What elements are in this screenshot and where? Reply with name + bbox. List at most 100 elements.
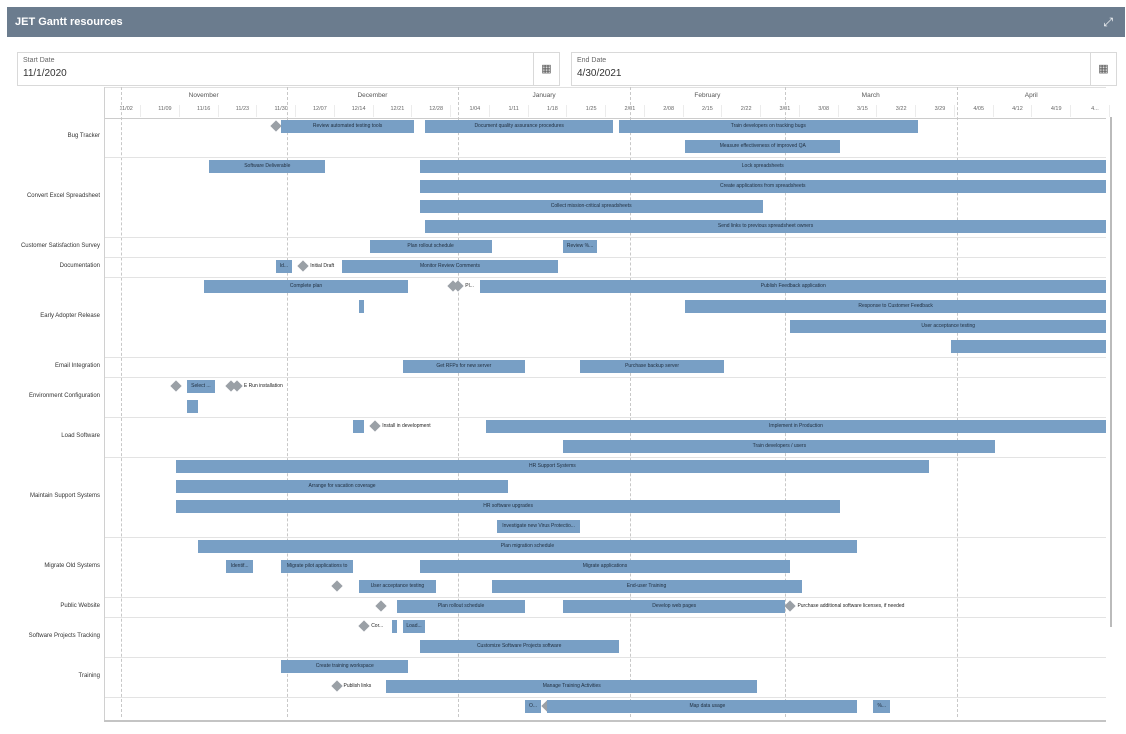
task-bar[interactable]: [353, 420, 365, 433]
week-gridline: [1070, 105, 1072, 117]
task-bar[interactable]: Develop web pages: [563, 600, 785, 613]
week-gridline: [915, 105, 917, 117]
task-bar[interactable]: [950, 340, 1106, 353]
task-bar[interactable]: Customize Software Projects software: [419, 640, 619, 653]
task-bar[interactable]: Manage Training Activities: [386, 680, 758, 693]
resource-label: Training: [78, 673, 100, 679]
week-label: 3/15: [857, 106, 868, 112]
task-bar[interactable]: Identif...: [225, 560, 254, 573]
gantt-chart: November December January February March Apri…: [0, 87, 1126, 727]
task-bar[interactable]: Response to Customer Feedback: [685, 300, 1106, 313]
month-label: January: [532, 92, 556, 99]
task-bar[interactable]: User acceptance testing: [790, 320, 1106, 333]
task-bar[interactable]: Publish Feedback application: [480, 280, 1106, 293]
week-label: 3/08: [818, 106, 830, 112]
task-bar[interactable]: Purchase backup server: [580, 360, 724, 373]
task-bar[interactable]: Review %...: [563, 240, 597, 253]
week-label: 1/04: [469, 106, 481, 112]
task-bar[interactable]: HR software upgrades: [175, 500, 841, 513]
milestone-marker[interactable]: [358, 620, 370, 632]
resource-label: Documentation: [59, 263, 100, 269]
month-gridline: [286, 87, 288, 717]
task-bar[interactable]: Complete plan: [203, 280, 409, 293]
resource-label: Environment Configuration: [28, 393, 100, 399]
task-bar[interactable]: Train developers on tracking bugs: [618, 120, 918, 133]
task-bar[interactable]: Id...: [275, 260, 293, 273]
task-bar[interactable]: [358, 300, 365, 313]
expand-icon[interactable]: ⤢: [1103, 15, 1113, 29]
milestone-marker[interactable]: [170, 380, 182, 392]
milestone-marker[interactable]: [784, 600, 797, 612]
task-bar[interactable]: Plan migration schedule: [198, 540, 857, 553]
week-label: 4/05: [973, 106, 985, 112]
week-gridline: [450, 105, 452, 117]
milestone-label: Pl...: [465, 283, 474, 289]
resource-label: Convert Excel Spreadsheet: [26, 193, 100, 199]
task-bar[interactable]: Lock spreadsheets: [419, 160, 1106, 173]
task-bar[interactable]: Implement in Production: [485, 420, 1106, 433]
row-separator: [104, 617, 1106, 618]
task-bar[interactable]: Plan rollout schedule: [397, 600, 525, 613]
milestone-marker[interactable]: [297, 260, 309, 272]
task-bar[interactable]: [187, 400, 199, 413]
task-bar[interactable]: Migrate pilot applications to: [281, 560, 354, 573]
task-bar[interactable]: Arrange for vacation coverage: [175, 480, 509, 493]
start-date-value[interactable]: 11/1/2020: [23, 68, 67, 79]
milestone-marker[interactable]: [269, 120, 282, 132]
task-bar[interactable]: Map data usage: [557, 700, 857, 713]
task-bar[interactable]: Plan rollout schedule: [369, 240, 492, 253]
task-bar[interactable]: Collect mission-critical spreadsheets: [419, 200, 763, 213]
calendar-icon[interactable]: ▦: [1090, 53, 1116, 85]
task-bar[interactable]: Review automated testing tools: [281, 120, 414, 133]
row-separator: [104, 237, 1106, 238]
task-bar[interactable]: User acceptance testing: [358, 580, 437, 593]
end-date-field[interactable]: End Date 4/30/2021 ▦: [571, 52, 1117, 86]
start-date-label: Start Date: [23, 57, 55, 64]
task-bar[interactable]: Create training workspace: [281, 660, 409, 673]
week-label: 11/30: [274, 106, 288, 112]
week-label: 4/19: [1050, 106, 1062, 112]
week-label: 12/21: [390, 106, 405, 112]
task-bar[interactable]: Document quality assurance procedures: [425, 120, 614, 133]
task-bar[interactable]: O...: [524, 700, 542, 713]
row-separator: [104, 357, 1106, 358]
milestone-marker[interactable]: [375, 600, 387, 612]
task-bar[interactable]: Measure effectiveness of improved QA: [685, 140, 841, 153]
row-separator: [104, 697, 1106, 698]
month-gridline: [458, 87, 460, 717]
start-date-field[interactable]: Start Date 11/1/2020 ▦: [17, 52, 560, 86]
week-gridline: [837, 105, 839, 117]
milestone-marker[interactable]: [330, 680, 343, 692]
milestone-label: Install in development: [382, 423, 431, 429]
task-bar[interactable]: Get RFPs for new server: [402, 360, 525, 373]
row-separator: [104, 657, 1106, 658]
task-bar[interactable]: %...: [873, 700, 891, 713]
vertical-scrollbar[interactable]: [1110, 117, 1112, 627]
week-gridline: [333, 105, 335, 117]
task-bar[interactable]: End-user Training: [491, 580, 802, 593]
task-bar[interactable]: Software Deliverable: [209, 160, 326, 173]
calendar-icon[interactable]: ▦: [533, 53, 559, 85]
task-bar[interactable]: Investigate new Virus Protectio...: [497, 520, 581, 533]
task-bar[interactable]: HR Support Systems: [175, 460, 929, 473]
horizontal-scrollbar[interactable]: [104, 720, 1106, 722]
resource-label: Software Projects Tracking: [28, 633, 100, 639]
end-date-value[interactable]: 4/30/2021: [577, 68, 622, 79]
row-separator: [104, 537, 1106, 538]
milestone-marker[interactable]: [369, 420, 381, 432]
task-bar[interactable]: Load...: [402, 620, 426, 633]
task-bar[interactable]: Migrate applications: [419, 560, 791, 573]
task-bar[interactable]: Train developers / users: [563, 440, 996, 453]
task-bar[interactable]: Send links to previous spreadsheet owner…: [425, 220, 1106, 233]
month-gridline: [784, 87, 786, 717]
milestone-marker[interactable]: [330, 580, 343, 592]
task-bar[interactable]: Select ...: [187, 380, 215, 393]
task-bar[interactable]: Create applications from spreadsheets: [419, 180, 1106, 193]
month-label: April: [1024, 92, 1038, 99]
milestone-label: Publish links: [343, 683, 372, 689]
week-gridline: [1031, 105, 1033, 117]
task-bar[interactable]: Monitor Review Comments: [342, 260, 558, 273]
row-separator: [104, 157, 1106, 158]
week-label: 3/22: [895, 106, 907, 112]
task-bar[interactable]: [391, 620, 398, 633]
